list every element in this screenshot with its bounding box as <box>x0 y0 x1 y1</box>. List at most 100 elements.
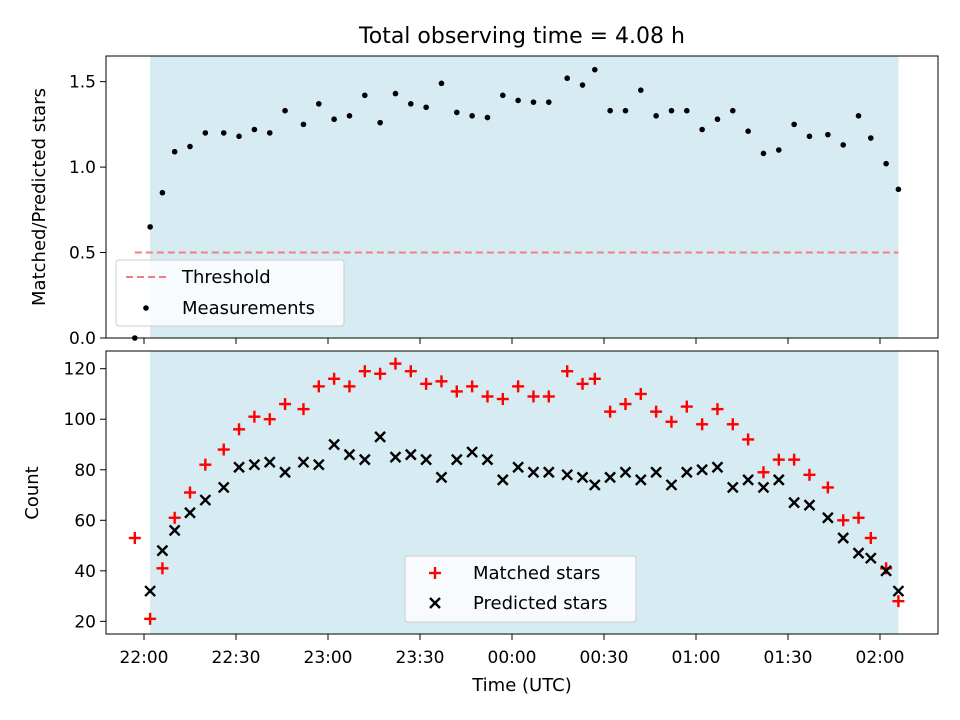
legend-matched-swatch <box>429 567 441 579</box>
matched-star-point <box>420 377 433 390</box>
matched-star-point <box>726 418 739 431</box>
matched-star-point <box>696 418 709 431</box>
y-tick-label: 0.0 <box>69 329 96 349</box>
measurement-point <box>202 130 209 136</box>
measurement-point <box>868 135 874 141</box>
top-title: Total observing time = 4.08 h <box>358 24 685 49</box>
matched-star-point <box>481 390 494 403</box>
measurement-point <box>684 107 690 114</box>
measurement-point <box>469 113 475 119</box>
measurement-point <box>236 133 242 140</box>
matched-star-point <box>217 443 230 456</box>
matched-star-point <box>561 365 574 378</box>
top-x-ticks <box>143 338 881 344</box>
measurement-point <box>653 113 659 119</box>
measurement-point <box>362 92 368 99</box>
bottom-x-ticks: 22:00 22:30 23:00 23:30 00:00 00:30 01:00 01:30… <box>120 634 905 668</box>
matched-star-point <box>248 410 261 423</box>
measurement-point <box>699 126 705 133</box>
matched-star-point <box>892 595 905 608</box>
matched-star-point <box>279 398 292 411</box>
predicted-star-point <box>156 544 169 557</box>
predicted-star-point <box>822 511 834 524</box>
bottom-plot-frame <box>105 350 939 635</box>
x-axis-label: Time (UTC) <box>471 675 572 696</box>
matched-star-point <box>588 372 601 385</box>
predicted-star-point <box>512 461 524 474</box>
matched-star-point <box>512 380 525 393</box>
predicted-star-point <box>496 474 509 486</box>
x-tick-label: 23:00 <box>304 648 353 668</box>
measurement-point <box>147 224 153 230</box>
predicted-star-point <box>144 585 156 597</box>
predicted-star-point <box>217 481 230 494</box>
matched-star-point <box>742 433 755 446</box>
bottom-y-ticks: 20 40 60 80 100 120 <box>64 360 106 632</box>
matched-star-point <box>527 390 540 403</box>
predicted-star-point <box>837 532 850 544</box>
predicted-star-point <box>328 438 340 451</box>
measurement-point <box>331 116 337 123</box>
y-tick-label: 40 <box>74 562 96 582</box>
predicted-stars-points <box>144 431 905 597</box>
predicted-star-point <box>852 547 865 559</box>
measurement-point <box>546 99 552 105</box>
top-plot-frame <box>105 55 939 339</box>
measurement-point <box>266 130 273 136</box>
x-tick-label: 00:30 <box>580 648 629 668</box>
x-tick-label: 22:30 <box>212 648 261 668</box>
measurement-point <box>220 130 227 136</box>
predicted-star-point <box>168 524 181 537</box>
predicted-star-point <box>248 458 261 471</box>
top-legend-box <box>115 259 345 327</box>
matched-star-point <box>184 486 196 499</box>
matched-star-point <box>650 405 663 418</box>
legend-matched-label: Matched stars <box>473 563 600 584</box>
matched-star-point <box>297 403 310 416</box>
measurement-point <box>346 113 353 119</box>
matched-star-point <box>374 367 387 380</box>
matched-star-point <box>156 562 169 575</box>
measurement-point <box>282 107 288 114</box>
predicted-star-point <box>892 585 905 597</box>
predicted-star-point <box>279 466 291 479</box>
measurement-point <box>187 143 193 150</box>
measurement-point <box>484 114 491 121</box>
matched-star-point <box>821 481 834 494</box>
matched-star-point <box>634 387 647 400</box>
predicted-star-point <box>696 463 708 476</box>
top-panel: 0.0 0.5 1.0 1.5 Total observing time = 4.08… <box>29 24 939 349</box>
top-y-axis-label: Matched/Predicted stars <box>29 88 50 306</box>
measurement-point <box>638 87 644 93</box>
matched-star-point <box>389 357 402 370</box>
y-tick-label: 20 <box>74 612 96 632</box>
measurement-point <box>316 101 322 107</box>
matched-star-point <box>864 531 877 544</box>
predicted-star-point <box>312 458 325 471</box>
top-y-ticks: 0.0 0.5 1.0 1.5 <box>69 73 106 349</box>
measurement-point <box>171 148 178 155</box>
y-tick-label: 1.5 <box>69 73 96 93</box>
matched-star-point <box>328 372 341 385</box>
matched-star-point <box>144 612 157 625</box>
y-tick-label: 80 <box>74 461 96 481</box>
measurement-point <box>300 121 307 128</box>
predicted-star-point <box>389 451 402 463</box>
matched-star-point <box>604 405 617 418</box>
predicted-star-point <box>711 461 724 474</box>
matched-star-point <box>576 377 589 390</box>
predicted-star-point <box>788 496 800 509</box>
predicted-star-point <box>864 552 877 565</box>
matched-star-point <box>128 531 141 544</box>
predicted-star-point <box>634 474 647 486</box>
x-tick-label: 02:00 <box>856 648 905 668</box>
measurement-point <box>438 80 445 87</box>
predicted-star-point <box>358 453 371 466</box>
measurement-point <box>607 107 613 114</box>
measurement-point <box>592 66 598 73</box>
y-tick-label: 120 <box>64 360 96 380</box>
predicted-star-point <box>527 466 540 479</box>
predicted-star-point <box>665 479 678 491</box>
matched-star-point <box>788 453 801 466</box>
